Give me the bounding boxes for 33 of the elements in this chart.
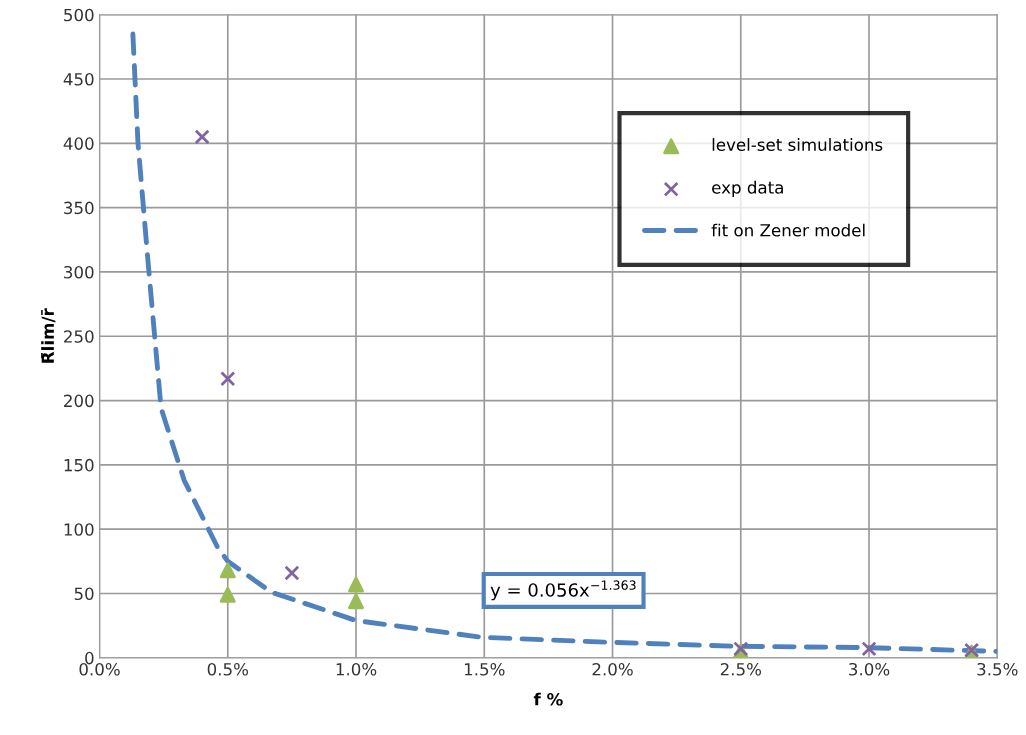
x-tick-label: 2.5% — [720, 662, 762, 676]
x-axis-title: f % — [533, 692, 563, 706]
legend-label: fit on Zener model — [711, 223, 865, 237]
y-tick-label: 450 — [63, 72, 94, 86]
y-tick-label: 250 — [64, 330, 94, 343]
x-tick-label: 3.0% — [849, 662, 890, 676]
point — [348, 593, 364, 610]
point — [284, 565, 300, 581]
x-tick-label: 1.0% — [336, 662, 377, 676]
point — [194, 129, 210, 145]
point — [220, 371, 236, 387]
y-tick-label: 50 — [74, 587, 94, 601]
y-tick-label: 0 — [85, 651, 94, 665]
point — [861, 641, 877, 657]
y-axis-title: R̄lim/r̄ — [41, 308, 56, 363]
x-tick-label: 1.5% — [464, 662, 505, 676]
x-tick-label: 0.5% — [207, 662, 249, 676]
y-tick-label: 150 — [64, 458, 94, 472]
annotation: y = 0.056x$^{−1.363}$ — [490, 580, 636, 601]
point — [348, 576, 364, 593]
y-tick-label: 400 — [63, 137, 94, 150]
x-tick-label: 0.0% — [79, 662, 120, 676]
x-tick-label: 2.0% — [592, 662, 633, 676]
y-tick-label: 100 — [64, 523, 94, 536]
y-tick-label: 500 — [64, 8, 94, 22]
point — [219, 562, 236, 579]
y-tick-label: 300 — [64, 265, 94, 279]
y-tick-label: 200 — [64, 394, 94, 408]
x-tick-label: 3.5% — [977, 662, 1018, 676]
legend-label: exp data — [712, 180, 783, 197]
point — [219, 586, 236, 603]
y-tick-label: 350 — [64, 201, 94, 215]
legend-label: level-set simulations — [712, 138, 883, 151]
